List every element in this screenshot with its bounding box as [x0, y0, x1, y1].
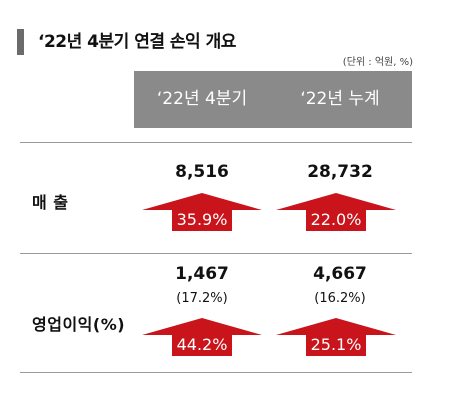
op-profit-q4-value: 1,467: [175, 264, 229, 284]
revenue-q4-value: 8,516: [175, 162, 229, 182]
op-profit-q4-growth: 44.2%: [176, 335, 228, 354]
revenue-cum-growth-arrow: 22.0%: [276, 193, 396, 231]
unit-note: (단위 : 억원, %): [342, 57, 413, 68]
op-profit-cum-margin: (16.2%): [314, 291, 366, 306]
column-header-cumulative: ‘22년 누계: [300, 89, 380, 109]
op-profit-q4-margin: (17.2%): [176, 291, 228, 306]
revenue-cum-growth: 22.0%: [310, 210, 362, 229]
op-profit-cum-value: 4,667: [313, 264, 367, 284]
title-accent-bar: [17, 29, 24, 55]
op-profit-q4-growth-arrow: 44.2%: [142, 318, 262, 356]
table-header: [134, 71, 412, 128]
divider: [20, 142, 412, 143]
divider: [20, 372, 412, 373]
row-label-operating-profit: 영업이익(%): [32, 315, 126, 334]
revenue-q4-growth: 35.9%: [176, 210, 228, 229]
op-profit-cum-growth: 25.1%: [310, 335, 362, 354]
divider: [20, 253, 412, 254]
op-profit-cum-growth-arrow: 25.1%: [276, 318, 396, 356]
row-label-revenue: 매 출: [32, 193, 69, 212]
revenue-cum-value: 28,732: [307, 162, 373, 182]
column-header-q4: ‘22년 4분기: [156, 89, 248, 109]
revenue-q4-growth-arrow: 35.9%: [142, 193, 262, 231]
page-title: ‘22년 4분기 연결 손익 개요: [38, 32, 236, 52]
